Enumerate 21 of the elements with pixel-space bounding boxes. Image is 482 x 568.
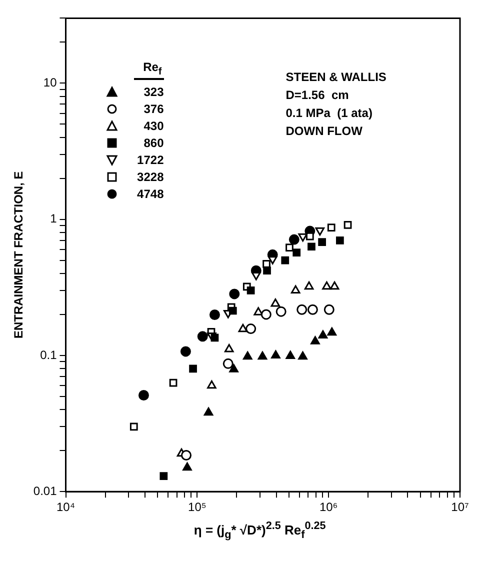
x-tick-label: 10⁴ [56,500,76,514]
legend-label: 3228 [136,170,164,184]
legend-title: Re$_{f}$ [134,60,164,80]
legend-label: 430 [142,119,164,134]
annotation: D=1.56 cm [286,87,350,104]
x-tick-label: 10⁶ [319,500,338,514]
legend-label: 323 [142,85,164,100]
x-tick-label: 10⁵ [188,500,206,514]
legend-label: 1722 [136,153,164,168]
annotation: 0.1 MPa (1 ata) [286,105,374,122]
y-tick-label: 0.1 [40,348,58,362]
y-tick-label: 1 [50,212,58,226]
legend-label: 860 [142,136,164,150]
x-tick-label: 10⁷ [451,500,469,514]
y-axis-title: ENTRAINMENT FRACTION, E [12,171,26,339]
legend-label: 4748 [136,187,164,202]
annotation: DOWN FLOW [286,123,364,140]
y-tick-label: 0.01 [33,484,58,498]
y-tick-label: 10 [43,75,58,90]
annotation: STEEN & WALLIS [286,69,386,86]
legend-label: 376 [142,102,164,116]
